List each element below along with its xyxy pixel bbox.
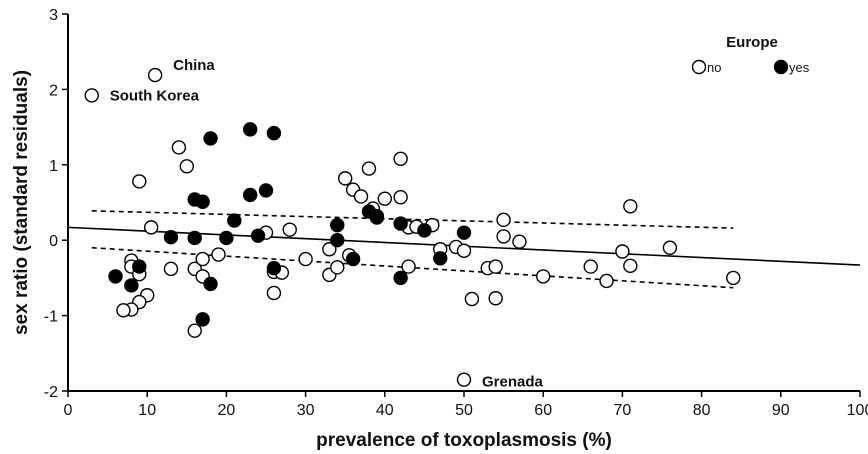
y-tick-label: -2 — [44, 384, 58, 401]
data-point-yes — [108, 269, 123, 284]
data-point-no — [615, 244, 630, 259]
data-point-no — [163, 261, 179, 277]
x-tick-label: 80 — [693, 402, 711, 419]
data-point-yes — [203, 131, 218, 146]
annotation-south-korea: South Korea — [110, 87, 200, 104]
data-point-no — [187, 323, 202, 338]
data-point-no — [361, 161, 377, 176]
data-point-no — [512, 234, 527, 249]
x-tick-label: 20 — [218, 402, 236, 419]
data-point-yes — [456, 225, 472, 240]
data-point-no — [211, 247, 226, 262]
data-point-no — [726, 270, 741, 286]
data-point-yes — [330, 217, 345, 233]
annotations: China South Korea Grenada — [110, 57, 544, 391]
y-tick-label: 1 — [49, 158, 58, 175]
x-tick-label: 90 — [772, 402, 790, 419]
data-point-no — [143, 220, 159, 235]
data-point-yes — [393, 216, 408, 231]
y-tick-label: 3 — [49, 7, 58, 24]
y-axis-title: sex ratio (standard residuals) — [11, 70, 32, 335]
data-point-yes — [242, 187, 258, 203]
data-point-yes — [163, 229, 179, 245]
data-point-yes — [242, 122, 258, 137]
data-point-no — [662, 240, 678, 255]
x-tick-label: 30 — [297, 402, 315, 419]
data-point-no — [456, 243, 472, 258]
axes: 0 10 20 30 40 50 60 70 80 90 100 -2 -1 0 1 2 3 — [44, 7, 868, 419]
x-tick-label: 10 — [138, 402, 156, 419]
data-point-no — [496, 212, 511, 228]
legend-title: Europe — [726, 34, 778, 51]
data-point-yes — [195, 194, 210, 209]
data-point-yes — [195, 312, 210, 327]
data-point-yes — [266, 125, 282, 141]
ci-lower-line — [91, 246, 734, 289]
data-point-no — [536, 269, 551, 284]
data-point-yes — [369, 210, 385, 225]
legend-marker-yes — [773, 59, 789, 75]
data-point-yes — [227, 213, 242, 228]
data-point-yes — [187, 230, 202, 246]
data-point-yes — [417, 223, 432, 238]
annotation-china: China — [173, 57, 215, 74]
data-point-no — [171, 140, 187, 155]
data-point-no — [179, 159, 195, 174]
data-point-no — [488, 259, 503, 274]
legend: Europe no yes — [691, 34, 810, 75]
data-point-no — [266, 285, 282, 301]
data-point-no — [623, 258, 638, 274]
data-point-yes — [219, 230, 234, 246]
data-point-no — [116, 303, 131, 318]
data-point-yes — [345, 251, 361, 267]
x-tick-label: 0 — [64, 402, 73, 419]
y-tick-label: -1 — [44, 309, 58, 326]
data-point-no — [377, 191, 392, 206]
data-point-no — [353, 189, 369, 204]
data-point-no — [488, 291, 503, 306]
data-point-no — [456, 372, 472, 387]
annotation-grenada: Grenada — [482, 374, 544, 391]
data-point-no — [282, 222, 297, 237]
x-tick-label: 60 — [534, 402, 552, 419]
data-point-yes — [132, 259, 147, 274]
data-point-no — [401, 259, 416, 274]
data-point-yes — [393, 270, 408, 286]
legend-label-no: no — [707, 60, 721, 75]
data-point-yes — [266, 260, 282, 276]
data-point-yes — [258, 183, 274, 198]
legend-label-yes: yes — [789, 60, 810, 75]
data-point-no — [464, 291, 480, 307]
data-point-no — [393, 190, 408, 205]
data-point-no — [583, 259, 598, 274]
data-point-yes — [124, 278, 139, 293]
ci-upper-line — [91, 209, 734, 229]
y-tick-label: 2 — [49, 82, 58, 99]
data-points — [84, 67, 741, 387]
x-tick-label: 50 — [455, 402, 473, 419]
data-point-no — [298, 251, 313, 267]
x-tick-label: 100 — [847, 402, 868, 419]
data-point-no — [393, 151, 408, 166]
data-point-yes — [433, 251, 448, 266]
data-point-no — [195, 251, 210, 267]
data-point-yes — [250, 228, 266, 243]
data-point-no — [322, 242, 337, 257]
data-point-yes — [330, 232, 345, 248]
data-point-no — [132, 174, 147, 189]
x-tick-label: 40 — [376, 402, 394, 419]
data-point-yes — [203, 276, 218, 292]
y-tick-label: 0 — [49, 233, 58, 250]
data-point-no — [84, 88, 99, 103]
data-point-no — [623, 199, 638, 214]
data-point-no — [330, 260, 345, 275]
data-point-no — [599, 273, 614, 289]
data-point-no — [496, 229, 511, 244]
legend-marker-no — [691, 59, 707, 75]
data-point-no — [147, 67, 163, 83]
x-axis-title: prevalence of toxoplasmosis (%) — [316, 430, 612, 451]
data-point-no — [338, 171, 353, 186]
x-tick-label: 70 — [614, 402, 632, 419]
